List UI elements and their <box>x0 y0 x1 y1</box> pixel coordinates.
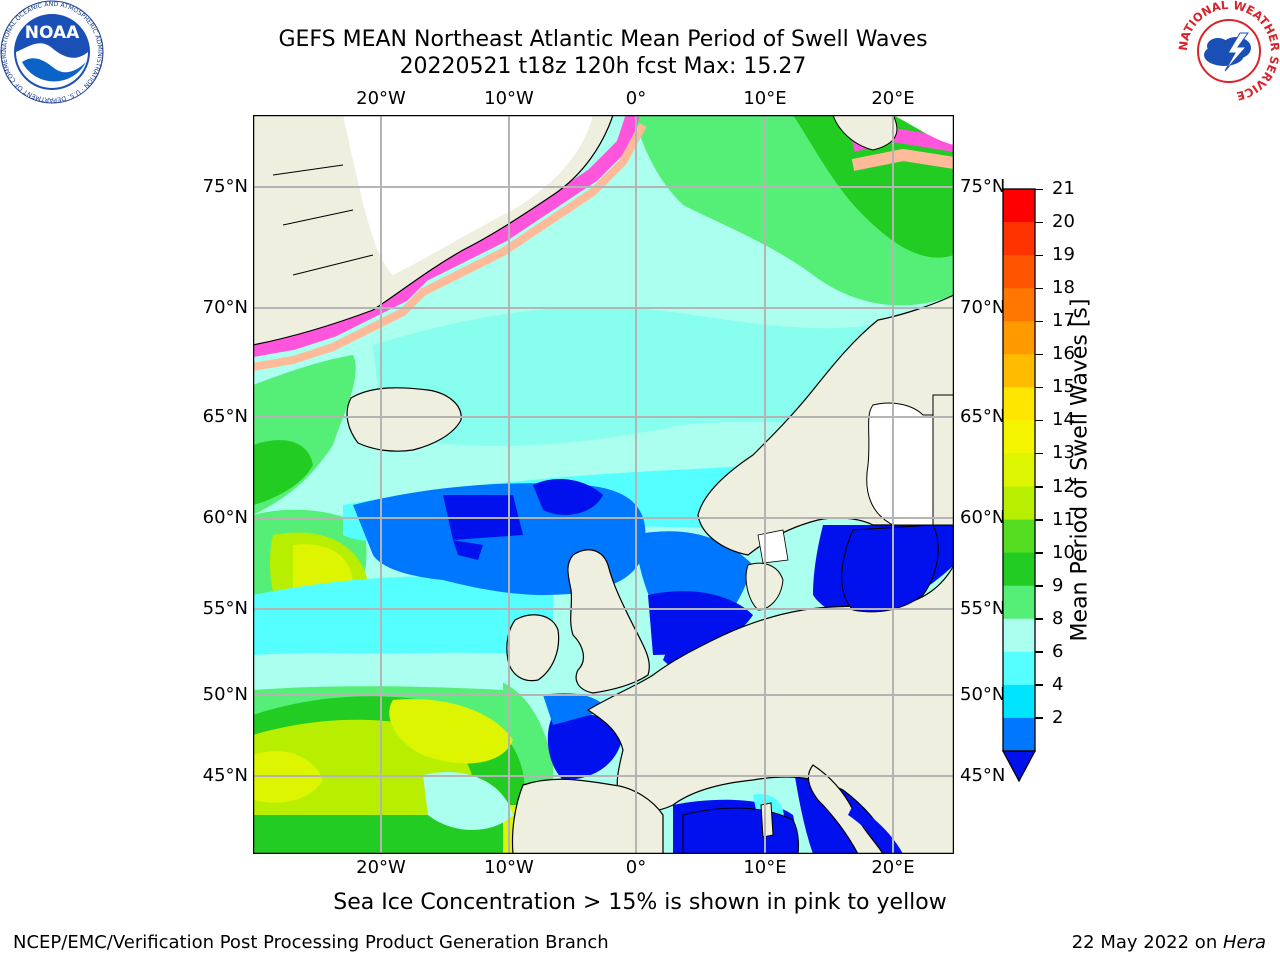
colorbar <box>1001 188 1037 783</box>
footer-branch: NCEP/EMC/Verification Post Processing Pr… <box>13 932 609 953</box>
colorbar-swatch <box>1003 585 1035 620</box>
colorbar-tick-label: 10 <box>1052 541 1075 563</box>
lat-label-right: 70°N <box>960 297 1006 318</box>
lat-label-right: 75°N <box>960 176 1006 197</box>
map-title: GEFS MEAN Northeast Atlantic Mean Period… <box>278 27 928 52</box>
colorbar-extend-arrow <box>1001 750 1037 783</box>
sea-ice-note: Sea Ice Concentration > 15% is shown in … <box>333 890 947 915</box>
colorbar-swatch <box>1003 222 1035 256</box>
colorbar-swatch <box>1003 420 1035 455</box>
colorbar-tick-label: 9 <box>1052 574 1064 596</box>
colorbar-swatch <box>1003 684 1035 719</box>
map-graticule <box>253 115 954 854</box>
lat-label-left: 75°N <box>202 176 248 197</box>
lon-label-top: 0° <box>625 88 647 109</box>
colorbar-tick-mark <box>1035 552 1043 554</box>
lon-label-bottom: 20°W <box>356 857 406 878</box>
lat-label-right: 45°N <box>960 765 1006 786</box>
colorbar-swatch <box>1003 189 1035 223</box>
colorbar-tick-mark <box>1035 717 1043 719</box>
colorbar-swatch <box>1003 717 1035 752</box>
colorbar-swatch <box>1003 618 1035 653</box>
colorbar-swatch <box>1003 387 1035 422</box>
colorbar-swatch <box>1003 354 1035 388</box>
colorbar-tick-mark <box>1035 188 1043 190</box>
lat-label-left: 70°N <box>202 297 248 318</box>
lon-label-top: 20°E <box>871 88 915 109</box>
colorbar-tick-mark <box>1035 353 1043 356</box>
colorbar-swatch <box>1003 519 1035 554</box>
colorbar-tick-mark <box>1035 618 1043 620</box>
lon-label-top: 10°W <box>484 88 534 109</box>
lat-label-right: 60°N <box>960 507 1006 528</box>
colorbar-tick-mark <box>1035 519 1043 521</box>
colorbar-tick-label: 19 <box>1052 244 1075 266</box>
lat-label-right: 55°N <box>960 598 1006 619</box>
colorbar-swatch <box>1003 453 1035 488</box>
colorbar-swatch <box>1003 288 1035 322</box>
lon-label-bottom: 10°E <box>743 857 787 878</box>
lat-label-left: 55°N <box>202 598 248 619</box>
colorbar-label: Mean Period of Swell Waves [s] <box>1067 298 1093 642</box>
colorbar-tick-label: 21 <box>1052 178 1075 199</box>
colorbar-tick-mark <box>1035 419 1043 422</box>
svg-text:NOAA: NOAA <box>25 23 80 43</box>
colorbar-tick-mark <box>1035 486 1043 488</box>
lon-label-bottom: 20°E <box>871 857 915 878</box>
colorbar-tick-mark <box>1035 254 1043 257</box>
colorbar-swatch <box>1003 321 1035 355</box>
colorbar-tick-mark <box>1035 684 1043 686</box>
colorbar-tick-label: 6 <box>1052 640 1064 662</box>
lon-label-top: 20°W <box>356 88 406 109</box>
colorbar-tick-mark <box>1035 221 1043 224</box>
colorbar-tick-label: 4 <box>1052 673 1064 695</box>
lat-label-right: 65°N <box>960 406 1006 427</box>
nws-logo-icon: NATIONAL WEATHER SERVICE <box>1178 0 1280 102</box>
colorbar-tick-mark <box>1035 287 1043 290</box>
lon-label-bottom: 0° <box>625 857 647 878</box>
lat-label-left: 65°N <box>202 406 248 427</box>
lat-label-right: 50°N <box>960 684 1006 705</box>
colorbar-swatch <box>1003 552 1035 587</box>
lat-label-left: 45°N <box>202 765 248 786</box>
colorbar-tick-mark <box>1035 320 1043 323</box>
ireland-landmass <box>506 614 560 682</box>
colorbar-tick-label: 18 <box>1052 277 1075 299</box>
colorbar-tick-label: 15 <box>1052 376 1075 398</box>
colorbar-tick-label: 11 <box>1052 508 1075 530</box>
swell-period-map <box>253 115 954 854</box>
colorbar-tick-label: 14 <box>1052 409 1075 431</box>
colorbar-tick-label: 13 <box>1052 442 1075 464</box>
footer-machine: Hera <box>1222 932 1266 953</box>
colorbar-tick-label: 20 <box>1052 211 1075 233</box>
great-britain-landmass <box>567 549 650 694</box>
colorbar-tick-mark <box>1035 651 1043 653</box>
colorbar-label-anchor: Mean Period of Swell Waves [s] <box>1068 299 1093 642</box>
noaa-logo-icon: NATIONAL OCEANIC AND ATMOSPHERIC ADMINIS… <box>0 0 104 104</box>
lon-label-bottom: 10°W <box>484 857 534 878</box>
colorbar-tick-label: 8 <box>1052 607 1064 629</box>
colorbar-tick-label: 12 <box>1052 475 1075 497</box>
footer-date-text: 22 May 2022 on <box>1071 932 1223 953</box>
colorbar-tick-mark <box>1035 585 1043 587</box>
iceland-landmass <box>346 387 462 452</box>
colorbar-tick-label: 2 <box>1052 706 1064 728</box>
colorbar-swatch <box>1003 486 1035 521</box>
footer-date: 22 May 2022 on Hera <box>1072 932 1266 953</box>
lat-label-left: 50°N <box>202 684 248 705</box>
colorbar-tick-mark <box>1035 386 1043 389</box>
iberia-landmass <box>511 778 664 854</box>
colorbar-swatch <box>1003 255 1035 289</box>
map-subtitle: 20220521 t18z 120h fcst Max: 15.27 <box>399 54 807 79</box>
lat-label-left: 60°N <box>202 507 248 528</box>
colorbar-tick-label: 16 <box>1052 343 1075 365</box>
lon-label-top: 10°E <box>743 88 787 109</box>
colorbar-tick-label: 17 <box>1052 310 1075 332</box>
colorbar-swatch <box>1003 651 1035 686</box>
colorbar-tick-mark <box>1035 452 1043 455</box>
